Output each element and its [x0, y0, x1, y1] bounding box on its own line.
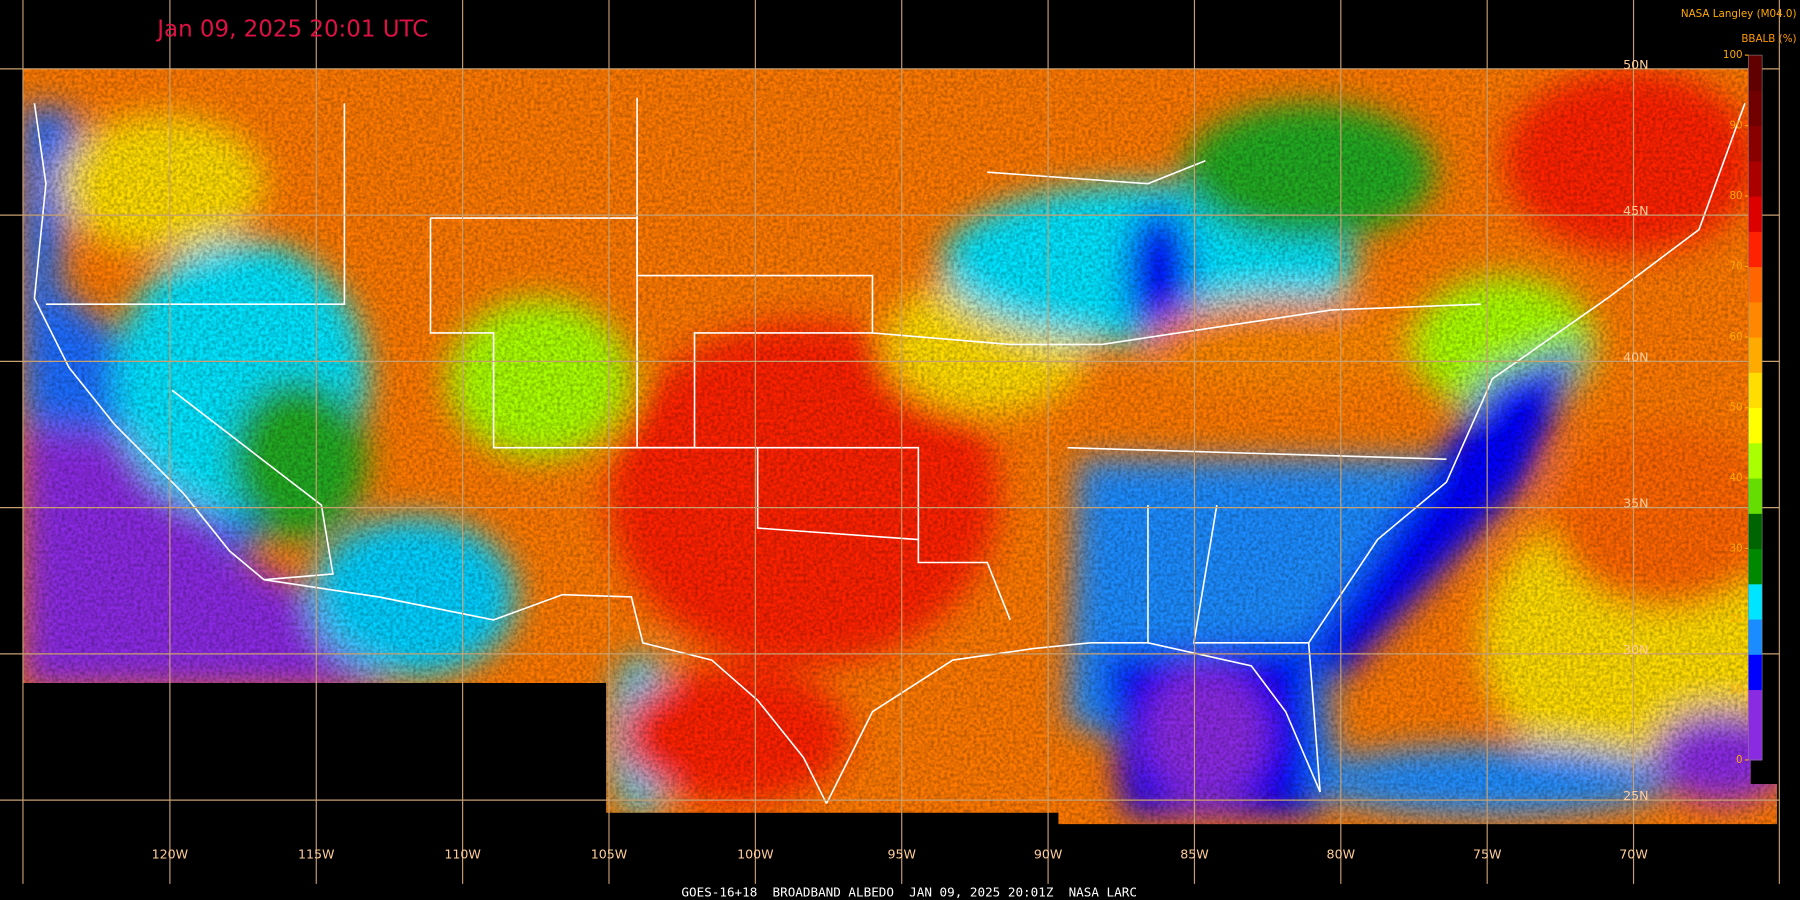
latitude-label: 25N	[1623, 788, 1648, 803]
colorbar-segment	[1748, 478, 1763, 514]
longitude-label: 95W	[887, 847, 916, 862]
longitude-label: 100W	[737, 847, 774, 862]
longitude-label: 105W	[591, 847, 628, 862]
colorbar-segment	[1748, 125, 1763, 162]
colorbar-tick-label: 60	[1729, 331, 1742, 343]
credit: NASA Langley (M04.0)	[1681, 8, 1797, 20]
graticule	[0, 0, 1780, 884]
colorbar-segment	[1748, 513, 1763, 550]
colorbar-tick-label: 90	[1729, 120, 1742, 132]
colorbar-tick-label: 0	[1736, 754, 1743, 766]
colorbar-segment	[1748, 618, 1763, 655]
colorbar-segment	[1748, 548, 1763, 585]
colorbar-segment	[1748, 301, 1763, 338]
title: Jan 09, 2025 20:01 UTC	[155, 16, 428, 42]
colorbar-tick-label: 20	[1729, 613, 1742, 625]
longitude-label: 90W	[1034, 847, 1063, 862]
colorbar-segment	[1748, 196, 1763, 232]
colorbar-tick-label: 30	[1729, 542, 1742, 554]
colorbar-segment	[1748, 160, 1763, 197]
colorbar-segment	[1748, 231, 1763, 268]
colorbar-segment	[1748, 442, 1763, 479]
latitude-label: 30N	[1623, 642, 1648, 657]
colorbar-label: BBALB (%)	[1741, 33, 1796, 45]
longitude-label: 75W	[1473, 847, 1502, 862]
latitude-label: 35N	[1623, 496, 1648, 511]
colorbar-segment	[1748, 372, 1763, 409]
colorbar-segment	[1748, 724, 1763, 761]
colorbar-segment	[1748, 266, 1763, 303]
latitude-label: 50N	[1623, 57, 1648, 72]
longitude-label: 120W	[152, 847, 189, 862]
longitude-label: 70W	[1619, 847, 1648, 862]
latitude-label: 40N	[1623, 349, 1648, 364]
colorbar-segment	[1748, 583, 1763, 620]
colorbar-segment	[1748, 337, 1763, 373]
colorbar-tick-label: 40	[1729, 472, 1742, 484]
longitude-label: 115W	[298, 847, 335, 862]
colorbar-segment	[1748, 654, 1763, 691]
longitude-label: 80W	[1327, 847, 1356, 862]
colorbar: 0 10 20 30 40 50 60 70 80 90 100	[1723, 49, 1763, 766]
colorbar-tick-label: 100	[1723, 49, 1743, 61]
colorbar-tick-label: 80	[1729, 190, 1742, 202]
colorbar-tick-label: 70	[1729, 261, 1742, 273]
colorbar-tick-label: 10	[1729, 683, 1742, 695]
longitude-label: 85W	[1180, 847, 1209, 862]
colorbar-tick-label: 50	[1729, 402, 1742, 414]
colorbar-segment	[1748, 407, 1763, 444]
colorbar-segment	[1748, 90, 1763, 127]
footer: GOES-16+18 BROADBAND ALBEDO JAN 09, 2025…	[681, 885, 1137, 900]
colorbar-segment	[1748, 55, 1763, 91]
longitude-label: 110W	[444, 847, 481, 862]
colorbar-segment	[1748, 689, 1763, 726]
boundaries	[33, 97, 1746, 804]
latitude-label: 45N	[1623, 203, 1648, 218]
